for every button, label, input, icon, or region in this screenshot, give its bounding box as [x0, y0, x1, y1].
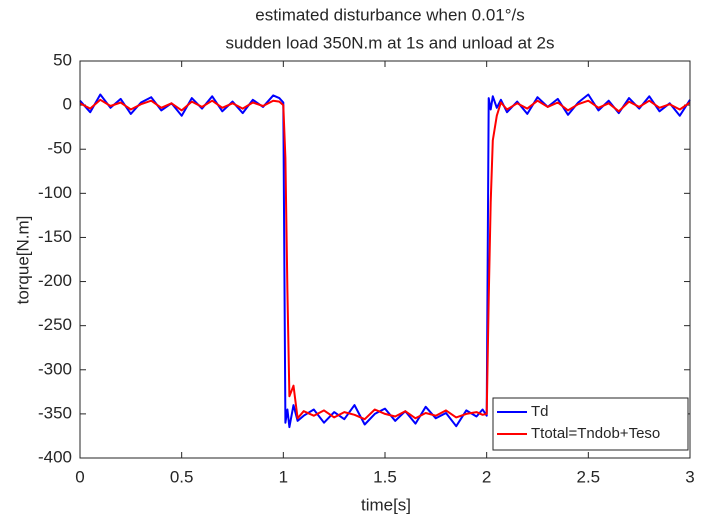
y-axis-label: torque[N.m] — [13, 216, 32, 305]
chart-title: estimated disturbance when 0.01°/s — [255, 5, 525, 24]
x-tick-label: 3 — [685, 467, 694, 486]
y-tick-label: -150 — [38, 227, 72, 246]
y-tick-label: -250 — [38, 315, 72, 334]
y-tick-label: -300 — [38, 359, 72, 378]
x-tick-label: 0 — [75, 467, 84, 486]
chart-subtitle: sudden load 350N.m at 1s and unload at 2… — [226, 33, 555, 52]
x-tick-label: 2.5 — [577, 467, 601, 486]
plot-area — [80, 61, 690, 458]
series-line — [79, 98, 691, 421]
y-tick-label: -200 — [38, 271, 72, 290]
legend-label: Td — [531, 403, 549, 420]
legend-box — [492, 397, 689, 451]
x-axis-label: time[s] — [361, 495, 411, 514]
y-tick-label: -50 — [47, 139, 72, 158]
y-tick-label: 50 — [53, 50, 72, 69]
y-tick-label: -100 — [38, 183, 72, 202]
x-tick-label: 1 — [279, 467, 288, 486]
x-tick-label: 2 — [482, 467, 491, 486]
y-tick-label: -400 — [38, 447, 72, 466]
y-tick-label: 0 — [63, 95, 72, 114]
x-tick-label: 1.5 — [373, 467, 397, 486]
y-tick-label: -350 — [38, 403, 72, 422]
legend-label: Ttotal=Tndob+Teso — [531, 425, 660, 442]
axes-box — [79, 60, 691, 459]
x-tick-label: 0.5 — [170, 467, 194, 486]
